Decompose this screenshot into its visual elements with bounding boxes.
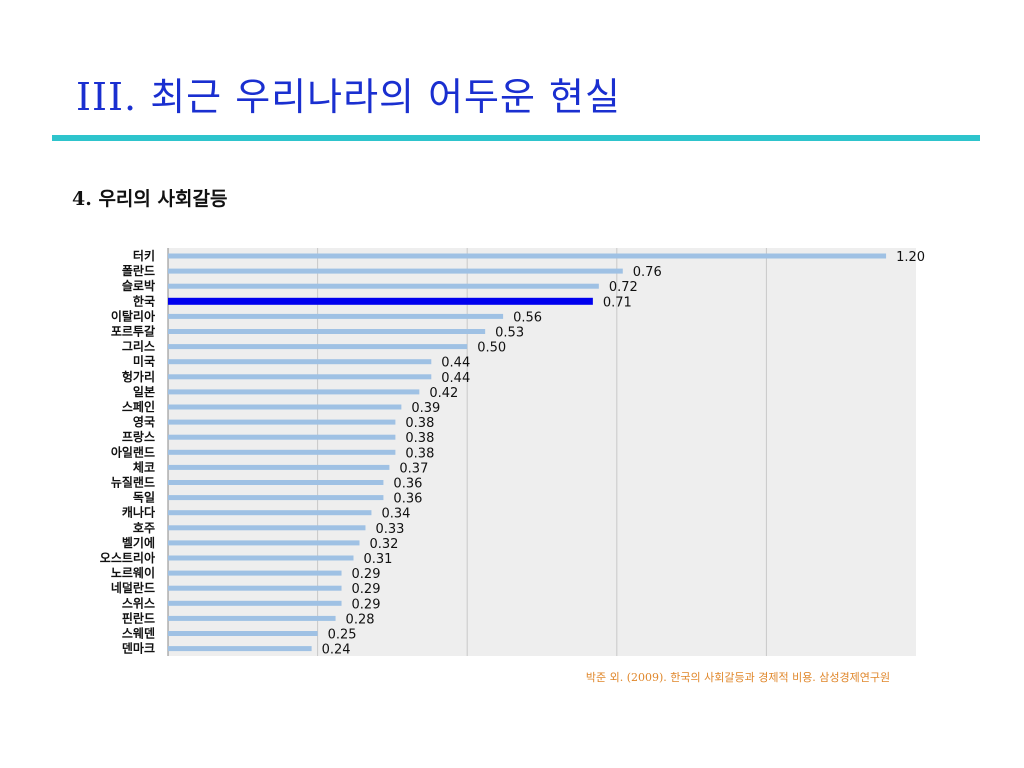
value-label: 0.50 (477, 341, 506, 356)
value-label: 0.24 (322, 643, 351, 658)
value-label: 0.71 (603, 295, 632, 310)
slide-title: III. 최근 우리나라의 어두운 현실 (76, 75, 621, 119)
value-label: 0.38 (405, 431, 434, 446)
category-label: 스웨덴 (122, 626, 155, 641)
value-label: 0.42 (429, 386, 458, 401)
value-label: 0.39 (411, 401, 440, 416)
bar (168, 313, 504, 319)
category-label: 노르웨이 (111, 565, 155, 580)
bar (168, 283, 599, 289)
value-label: 0.34 (381, 507, 410, 522)
category-label: 헝가리 (122, 369, 155, 384)
value-label: 1.20 (896, 250, 925, 265)
bar (168, 253, 887, 259)
bar (168, 480, 384, 485)
bar (168, 555, 354, 561)
value-label: 0.25 (328, 628, 357, 643)
bar (168, 646, 312, 652)
bar (168, 510, 372, 516)
value-label: 0.44 (441, 371, 470, 386)
value-label: 0.29 (352, 597, 381, 612)
category-label: 터키 (133, 248, 155, 263)
bars-group (168, 253, 887, 652)
category-label: 그리스 (122, 339, 155, 354)
value-label: 0.38 (405, 416, 434, 431)
category-label: 미국 (133, 354, 155, 369)
category-label: 스페인 (122, 399, 155, 414)
value-labels: 1.200.760.720.710.560.530.500.440.440.42… (322, 250, 925, 658)
value-label: 0.36 (393, 492, 422, 507)
value-label: 0.29 (352, 582, 381, 597)
bar (168, 434, 396, 440)
value-label: 0.29 (352, 567, 381, 582)
bar (168, 525, 366, 531)
value-label: 0.72 (609, 280, 638, 295)
category-label: 체코 (133, 459, 155, 474)
category-label: 네덜란드 (111, 580, 155, 595)
category-label: 일본 (133, 385, 155, 399)
category-label: 프랑스 (122, 430, 155, 444)
section-subtitle: 4. 우리의 사회갈등 (72, 188, 228, 210)
category-label: 폴란드 (122, 263, 155, 278)
title-divider (52, 135, 980, 141)
category-label: 덴마크 (122, 641, 155, 656)
bar (168, 419, 396, 425)
category-label: 핀란드 (122, 610, 155, 625)
value-label: 0.37 (399, 461, 428, 476)
value-label: 0.28 (346, 612, 375, 627)
value-label: 0.44 (441, 356, 470, 371)
value-label: 0.32 (369, 537, 398, 552)
category-label: 포르투갈 (111, 325, 155, 339)
value-label: 0.53 (495, 326, 524, 341)
value-label: 0.31 (364, 552, 393, 567)
bar (168, 600, 342, 606)
bar (168, 585, 342, 591)
bar (168, 344, 468, 350)
bar (168, 297, 593, 305)
value-label: 0.36 (393, 477, 422, 492)
source-citation: 박준 외. (2009). 한국의 사회갈등과 경제적 비용. 삼성경제연구원 (585, 671, 891, 684)
category-label: 캐나다 (122, 505, 155, 520)
bar (168, 615, 336, 621)
bar (168, 464, 390, 470)
bar (168, 359, 432, 365)
category-label: 오스트리아 (100, 550, 155, 565)
category-labels: 터키폴란드슬로박한국이탈리아포르투갈그리스미국헝가리일본스페인영국프랑스아일랜드… (100, 248, 155, 656)
value-label: 0.76 (633, 265, 662, 280)
bar (168, 570, 342, 576)
category-label: 벨기에 (122, 535, 155, 550)
value-label: 0.56 (513, 310, 542, 325)
category-label: 뉴질랜드 (111, 475, 155, 490)
bar (168, 268, 623, 274)
bar (168, 540, 360, 546)
bar (168, 495, 384, 501)
value-label: 0.38 (405, 446, 434, 461)
bar (168, 631, 318, 636)
category-label: 스위스 (122, 596, 155, 610)
bar (168, 449, 396, 455)
bar (168, 374, 432, 380)
category-label: 호주 (133, 521, 155, 535)
category-label: 독일 (133, 491, 155, 505)
category-label: 아일랜드 (111, 444, 155, 459)
category-label: 이탈리아 (111, 308, 155, 323)
category-label: 영국 (133, 414, 155, 429)
value-label: 0.33 (375, 522, 404, 537)
bar (168, 404, 402, 410)
category-label: 슬로박 (122, 278, 155, 293)
bar (168, 389, 420, 395)
bar (168, 329, 486, 334)
category-label: 한국 (133, 293, 155, 308)
